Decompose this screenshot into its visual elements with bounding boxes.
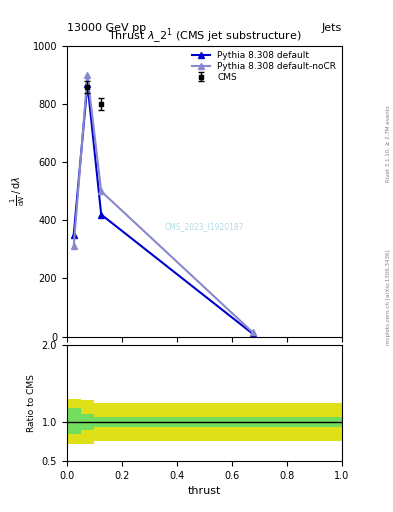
Text: CMS_2023_I1920187: CMS_2023_I1920187 (165, 222, 244, 230)
Legend: Pythia 8.308 default, Pythia 8.308 default-noCR, CMS: Pythia 8.308 default, Pythia 8.308 defau… (189, 48, 340, 86)
Title: Thrust $\lambda$_2$^1$ (CMS jet substructure): Thrust $\lambda$_2$^1$ (CMS jet substruc… (108, 27, 301, 46)
Y-axis label: $\frac{1}{\mathrm{d}N}\,/\,\mathrm{d}\lambda$: $\frac{1}{\mathrm{d}N}\,/\,\mathrm{d}\la… (9, 176, 27, 206)
Line: Pythia 8.308 default-noCR: Pythia 8.308 default-noCR (71, 72, 255, 335)
Text: Jets: Jets (321, 23, 342, 33)
Y-axis label: Ratio to CMS: Ratio to CMS (27, 374, 36, 432)
Pythia 8.308 default-noCR (72, 243, 76, 249)
Pythia 8.308 default (250, 331, 255, 337)
Pythia 8.308 default-noCR (99, 188, 104, 195)
Pythia 8.308 default (72, 232, 76, 238)
Pythia 8.308 default-noCR (85, 72, 90, 78)
Pythia 8.308 default (99, 211, 104, 218)
Text: mcplots.cern.ch [arXiv:1306.3436]: mcplots.cern.ch [arXiv:1306.3436] (386, 249, 391, 345)
X-axis label: thrust: thrust (188, 486, 221, 496)
Line: Pythia 8.308 default: Pythia 8.308 default (71, 81, 255, 337)
Text: 13000 GeV pp: 13000 GeV pp (67, 23, 146, 33)
Pythia 8.308 default-noCR (250, 329, 255, 335)
Pythia 8.308 default (85, 81, 90, 87)
Text: Rivet 3.1.10, ≥ 2.7M events: Rivet 3.1.10, ≥ 2.7M events (386, 105, 391, 182)
